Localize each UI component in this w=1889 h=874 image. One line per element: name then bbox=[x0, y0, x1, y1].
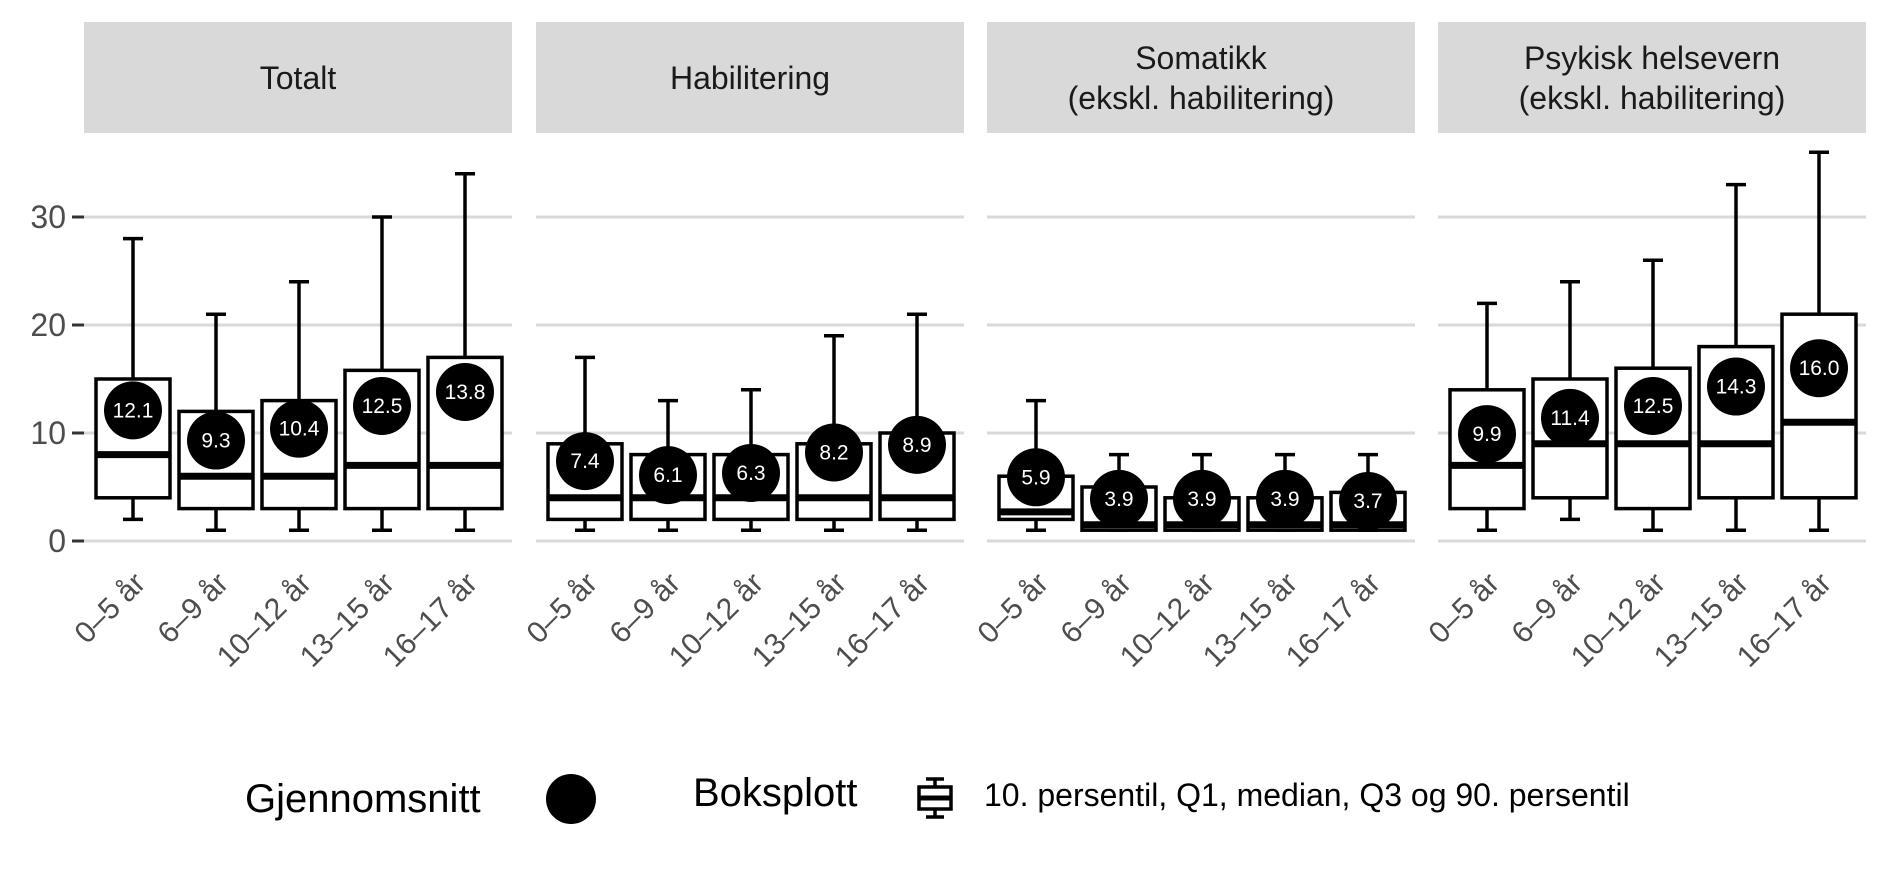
mean-point bbox=[1541, 388, 1599, 447]
mean-label: 8.9 bbox=[902, 434, 931, 457]
boxplot-0–5 år: 9.9 0–5 år bbox=[1422, 301, 1526, 650]
facet-strip bbox=[536, 22, 964, 133]
facet-strip bbox=[1438, 22, 1866, 133]
mean-point bbox=[1256, 469, 1314, 528]
mean-point bbox=[722, 443, 780, 502]
boxplot-0–5 år: 5.9 0–5 år bbox=[971, 398, 1075, 650]
mean-point bbox=[1173, 469, 1231, 528]
facet-title: (ekskl. habilitering) bbox=[1519, 80, 1786, 116]
mean-point bbox=[187, 411, 245, 470]
y-tick-label: 0 bbox=[48, 523, 66, 559]
facet-strip bbox=[987, 22, 1415, 133]
boxplot-6–9 år: 6.16–9 år bbox=[603, 398, 707, 650]
x-tick-label: 0–5 år bbox=[971, 567, 1054, 650]
boxplot-0–5 år: 7.4 0–5 år bbox=[520, 355, 624, 650]
mean-label: 12.5 bbox=[1633, 395, 1674, 418]
legend-boxplot-icon bbox=[917, 777, 953, 819]
mean-point bbox=[1707, 357, 1765, 416]
x-tick-label: 0–5 år bbox=[520, 567, 603, 650]
mean-point bbox=[104, 381, 162, 440]
mean-point bbox=[805, 423, 863, 482]
facet-title: Habilitering bbox=[670, 60, 830, 96]
mean-label: 10.4 bbox=[279, 418, 320, 441]
mean-label: 6.1 bbox=[653, 464, 682, 487]
facet-panel: Psykisk helsevern (ekskl. habilitering) 9.… bbox=[1422, 22, 1866, 674]
mean-label: 3.9 bbox=[1270, 488, 1299, 511]
boxplot-0–5 år: 12.1 0–5 år bbox=[68, 236, 172, 650]
mean-label: 13.8 bbox=[445, 381, 486, 404]
facet-panel: Somatikk (ekskl. habilitering) 5.9 0–5 år 3.… bbox=[971, 22, 1415, 674]
mean-label: 16.0 bbox=[1799, 357, 1840, 380]
y-tick-label: 10 bbox=[30, 415, 66, 451]
mean-label: 12.5 bbox=[362, 395, 403, 418]
facet-title: (ekskl. habilitering) bbox=[1068, 80, 1335, 116]
mean-point bbox=[1790, 339, 1848, 398]
mean-point bbox=[888, 415, 946, 474]
mean-label: 7.4 bbox=[570, 450, 600, 473]
mean-label: 3.7 bbox=[1353, 490, 1382, 513]
y-axis: 0 10 20 30 bbox=[30, 199, 84, 559]
facet-title: Somatikk bbox=[1135, 40, 1268, 76]
y-tick-label: 20 bbox=[30, 307, 66, 343]
facet-title: Psykisk helsevern bbox=[1524, 40, 1780, 76]
legend-mean-circle-icon bbox=[546, 774, 596, 824]
mean-point bbox=[353, 377, 411, 435]
facet-title: Totalt bbox=[260, 60, 337, 96]
x-tick-label: 0–5 år bbox=[1422, 567, 1505, 650]
mean-label: 11.4 bbox=[1550, 407, 1590, 430]
facet-strip bbox=[84, 22, 512, 133]
mean-label: 5.9 bbox=[1021, 466, 1050, 489]
mean-point bbox=[1624, 377, 1682, 435]
mean-label: 3.9 bbox=[1187, 488, 1216, 511]
mean-label: 3.9 bbox=[1104, 488, 1133, 511]
mean-label: 9.9 bbox=[1472, 423, 1501, 446]
mean-label: 14.3 bbox=[1716, 376, 1757, 399]
legend-box-text: 10. persentil, Q1, median, Q3 og 90. per… bbox=[984, 777, 1630, 813]
mean-point bbox=[270, 399, 328, 458]
y-tick-label: 30 bbox=[30, 199, 66, 235]
legend-box-title: Boksplott bbox=[693, 771, 858, 815]
mean-point bbox=[1007, 448, 1065, 507]
mean-point bbox=[556, 432, 614, 491]
legend-mean-title: Gjennomsnitt bbox=[245, 777, 481, 821]
mean-label: 9.3 bbox=[201, 430, 230, 453]
mean-label: 12.1 bbox=[113, 399, 154, 422]
mean-point bbox=[436, 362, 494, 421]
mean-point bbox=[639, 446, 697, 505]
box-iqr bbox=[1780, 312, 1858, 500]
x-tick-label: 0–5 år bbox=[68, 567, 151, 650]
mean-point bbox=[1458, 405, 1516, 464]
mean-label: 8.2 bbox=[819, 441, 848, 464]
mean-label: 6.3 bbox=[736, 462, 765, 485]
legend: Gjennomsnitt Boksplott 10. persentil, Q1… bbox=[245, 771, 1630, 824]
mean-point bbox=[1090, 469, 1148, 528]
mean-point bbox=[1339, 472, 1397, 531]
